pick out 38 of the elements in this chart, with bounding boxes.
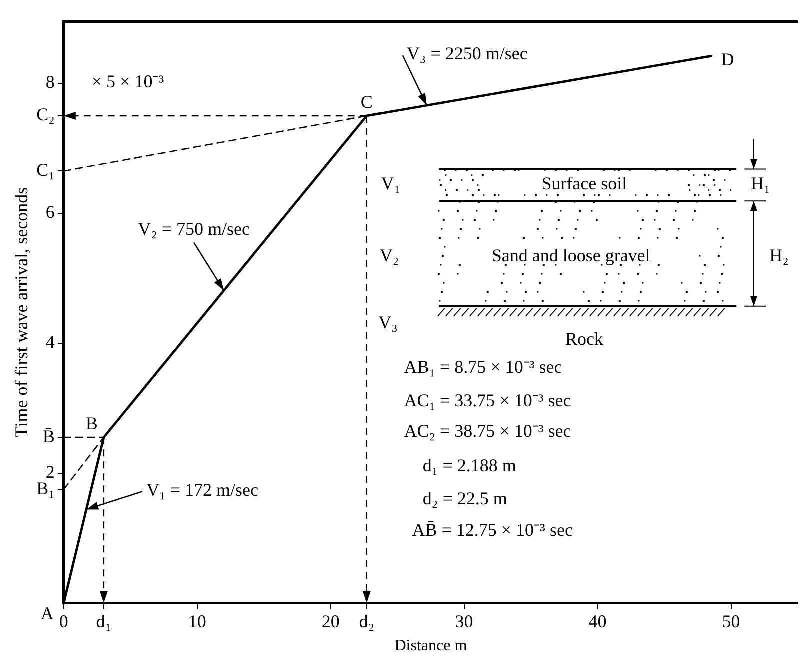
annotation: H₁ <box>750 174 770 194</box>
x-tick-label: d₂ <box>359 612 375 632</box>
x-tick-label: 30 <box>455 612 474 632</box>
annotation: V₁ <box>381 174 401 194</box>
annotation: AB̄ = 12.75 × 10⁻³ sec <box>412 520 573 540</box>
annotation: × 5 × 10⁻³ <box>92 72 165 92</box>
annotation: B <box>86 414 98 434</box>
annotation: AC₁ = 33.75 × 10⁻³ sec <box>404 390 572 411</box>
annotation: D <box>721 49 734 70</box>
y-axis-title: Time of first wave arrival, seconds <box>12 187 32 438</box>
x-tick-label: 10 <box>188 612 206 632</box>
y-tick-label: 4 <box>46 332 55 352</box>
y-tick-label: C₁ <box>36 160 55 180</box>
annotation: d₁ = 2.188 m <box>422 456 516 476</box>
annotation: V₂ <box>380 246 400 266</box>
annotation: AB₁ = 8.75 × 10⁻³ sec <box>404 356 562 377</box>
x-tick-label: 20 <box>322 612 340 632</box>
annotation: V₃ = 2250 m/sec <box>406 44 528 64</box>
y-tick-label: 6 <box>46 202 55 222</box>
annotation: d₂ = 22.5 m <box>422 488 508 509</box>
x-tick-label: 0 <box>59 612 68 632</box>
y-tick-label: B̄ <box>42 426 55 446</box>
annotation: A <box>40 603 54 624</box>
annotation: H₂ <box>770 246 789 266</box>
x-tick-label: d₁ <box>96 612 112 632</box>
annotation: V₁ = 172 m/sec <box>146 480 258 500</box>
annotation: AC₂ = 38.75 × 10⁻³ sec <box>404 421 572 442</box>
annotation: V₂ = 750 m/sec <box>138 218 250 239</box>
x-tick-label: 40 <box>588 612 607 632</box>
annotation: Sand and loose gravel <box>492 246 650 266</box>
annotation: V₃ <box>378 312 398 333</box>
annotation: C <box>360 92 373 112</box>
annotation: Rock <box>565 328 604 349</box>
y-tick-label: 8 <box>46 72 55 92</box>
x-axis-title: Distance m <box>394 638 468 655</box>
x-tick-label: 50 <box>722 612 740 632</box>
annotation: Surface soil <box>542 174 628 194</box>
y-tick-label: C₂ <box>36 104 55 125</box>
